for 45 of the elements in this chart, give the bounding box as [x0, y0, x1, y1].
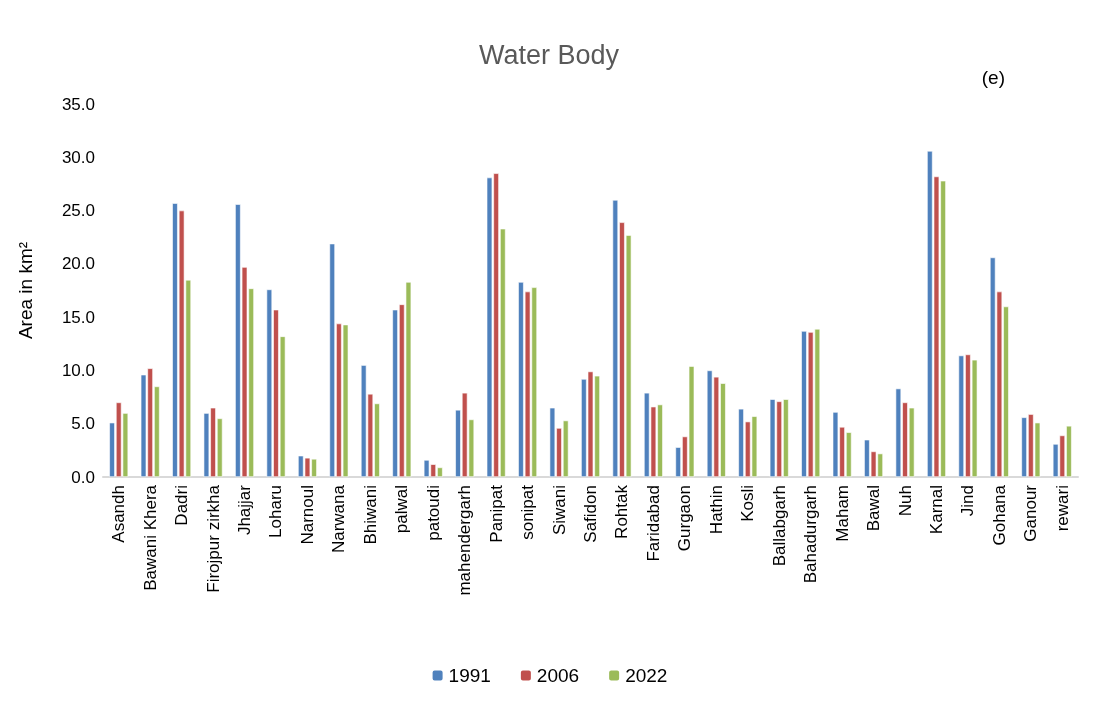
- x-tick-label: Karnal: [926, 485, 946, 535]
- x-tick-label: Bhiwani: [360, 485, 380, 545]
- x-tick-label: Bawani Khera: [140, 484, 160, 591]
- x-tick-label: Ballabgarh: [769, 485, 789, 567]
- x-tick-label: Gurgaon: [675, 485, 695, 552]
- x-tick-label: Panipat: [486, 484, 506, 543]
- x-tick-label: Jhajjar: [235, 484, 255, 536]
- x-tick-label: Narwana: [329, 484, 349, 554]
- legend-label: 2022: [625, 665, 668, 686]
- y-axis-title: Area in km²: [15, 241, 36, 340]
- legend-label: 2006: [536, 665, 580, 686]
- x-tick-label: Bahadurgarh: [801, 485, 821, 584]
- x-tick-label: Hathin: [706, 485, 726, 535]
- y-tick-label: 30.0: [61, 147, 95, 167]
- y-tick-label: 10.0: [61, 360, 95, 380]
- text: (e): [981, 67, 1006, 88]
- x-tick-label: Bawal: [864, 485, 884, 532]
- y-tick-label: 25.0: [61, 201, 95, 221]
- y-tick-label: 5.0: [71, 414, 95, 434]
- x-tick-label: Maham: [832, 485, 852, 542]
- x-tick-label: Faridabad: [643, 485, 663, 562]
- x-tick-label: Ganour: [1021, 484, 1041, 542]
- x-tick-label: Rohtak: [612, 484, 632, 539]
- x-tick-label: Loharu: [266, 485, 286, 538]
- y-tick-label: 0.0: [71, 467, 95, 487]
- x-tick-label: rewari: [1052, 485, 1072, 532]
- x-tick-label: Firojpur zirkha: [203, 484, 223, 593]
- x-tick-label: palwal: [392, 485, 412, 534]
- x-tick-label: Narnoul: [297, 485, 317, 545]
- x-tick-label: Dadri: [172, 485, 192, 526]
- x-tick-label: sonipat: [518, 484, 538, 540]
- y-tick-label: 20.0: [61, 254, 95, 274]
- x-tick-label: Jind: [958, 485, 978, 517]
- chart-title: Water Body: [478, 39, 620, 70]
- x-tick-label: Kosli: [738, 485, 758, 522]
- x-tick-label: Siwani: [549, 485, 569, 536]
- x-tick-label: Safidon: [581, 485, 600, 543]
- x-tick-label: Asandh: [109, 485, 129, 543]
- x-tick-label: Nuh: [895, 485, 915, 517]
- legend-label: 1991: [448, 665, 491, 686]
- x-tick-label: Gohana: [989, 484, 1009, 546]
- y-tick-label: 15.0: [61, 307, 95, 327]
- x-tick-label: mahendergarh: [455, 485, 475, 596]
- y-tick-label: 35.0: [61, 94, 95, 114]
- x-tick-label: patoudi: [423, 485, 443, 541]
